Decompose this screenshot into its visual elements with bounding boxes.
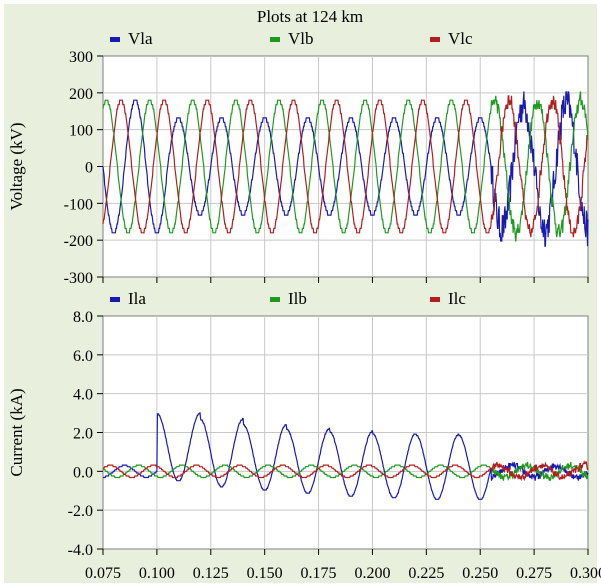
legend-label: Vlc	[448, 29, 473, 48]
y-tick-label: 300	[69, 49, 93, 66]
legend-swatch	[430, 297, 440, 302]
x-tick-label: 0.200	[354, 565, 390, 582]
legend-label: Vlb	[288, 29, 314, 48]
x-tick-label: 0.250	[462, 565, 498, 582]
y-axis-label: Current (kA)	[7, 388, 26, 476]
figure-title: Plots at 124 km	[257, 7, 363, 26]
legend-swatch	[430, 37, 440, 42]
series-line-vlb	[102, 91, 589, 242]
x-tick-label: 0.175	[301, 565, 337, 582]
y-tick-label: 6.0	[73, 348, 93, 365]
x-tick-label: 0.075	[85, 565, 121, 582]
series-line-vlc	[102, 95, 588, 238]
x-tick-label: 0.150	[247, 565, 283, 582]
series-line-ilc	[103, 460, 589, 482]
legend-swatch	[270, 37, 280, 42]
y-tick-label: -100	[64, 196, 93, 213]
y-tick-label: 100	[69, 123, 93, 140]
legend-swatch	[110, 297, 120, 302]
series-line-ila	[103, 412, 589, 500]
x-tick-label: 0.125	[193, 565, 229, 582]
legend-swatch	[270, 297, 280, 302]
y-tick-label: -2.0	[68, 503, 93, 520]
y-axis-label: Voltage (kV)	[7, 123, 26, 211]
y-tick-label: 0.0	[73, 464, 93, 481]
y-tick-label: 4.0	[73, 387, 93, 404]
legend-label: Ilc	[448, 289, 466, 308]
legend-swatch	[110, 37, 120, 42]
x-tick-label: 0.100	[139, 565, 175, 582]
series-line-vla	[102, 91, 589, 247]
legend-label: Ilb	[288, 289, 307, 308]
legend-label: Vla	[128, 29, 153, 48]
legend-label: Ila	[128, 289, 146, 308]
x-tick-label: 0.300	[570, 565, 601, 582]
x-tick-label: 0.275	[516, 565, 552, 582]
x-tick-label: 0.225	[408, 565, 444, 582]
y-tick-label: -4.0	[68, 542, 93, 559]
y-tick-label: -200	[64, 233, 93, 250]
y-tick-label: -300	[64, 270, 93, 287]
y-tick-label: 0	[85, 160, 93, 177]
y-tick-label: 8.0	[73, 309, 93, 326]
series-line-ilb	[102, 461, 589, 481]
y-tick-label: 2.0	[73, 426, 93, 443]
y-tick-label: 200	[69, 86, 93, 103]
